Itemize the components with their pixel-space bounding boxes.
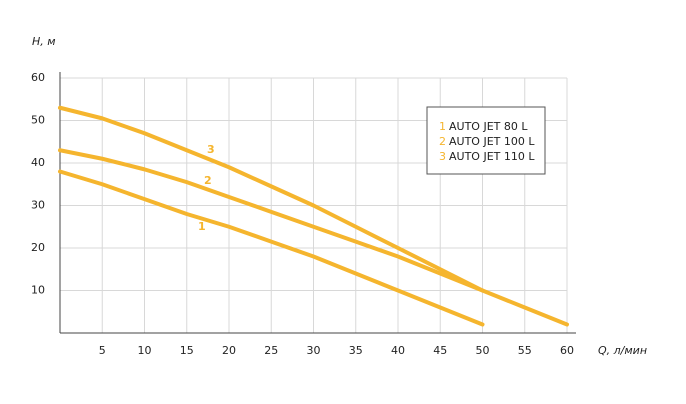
x-axis-label: Q, л/мин <box>598 344 647 357</box>
legend-box <box>426 106 546 175</box>
legend-number: 3 <box>439 150 446 163</box>
x-tick-label: 10 <box>138 344 152 357</box>
curve-label: 3 <box>207 143 215 156</box>
x-tick-label: 45 <box>433 344 447 357</box>
curve-label: 2 <box>204 174 212 187</box>
y-tick-label: 60 <box>31 71 45 84</box>
x-tick-label: 55 <box>518 344 532 357</box>
legend-number: 1 <box>439 120 446 133</box>
x-tick-label: 50 <box>476 344 490 357</box>
y-tick-label: 30 <box>31 199 45 212</box>
x-tick-label: 40 <box>391 344 405 357</box>
pump-curve <box>58 169 485 327</box>
x-tick-label: 20 <box>222 344 236 357</box>
x-tick-label: 35 <box>349 344 363 357</box>
curve-label: 1 <box>198 220 206 233</box>
y-tick-label: 40 <box>31 156 45 169</box>
y-tick-label: 20 <box>31 241 45 254</box>
legend-number: 2 <box>439 135 446 148</box>
x-tick-label: 25 <box>264 344 278 357</box>
x-tick-label: 60 <box>560 344 574 357</box>
y-tick-label: 50 <box>31 114 45 127</box>
y-axis-label: H, м <box>32 35 56 48</box>
y-tick-label: 10 <box>31 284 45 297</box>
x-tick-label: 30 <box>307 344 321 357</box>
x-tick-label: 15 <box>180 344 194 357</box>
x-tick-label: 5 <box>99 344 106 357</box>
legend-label: AUTO JET 100 L <box>449 135 535 148</box>
legend-label: AUTO JET 110 L <box>449 150 535 163</box>
legend-label: AUTO JET 80 L <box>449 120 528 133</box>
pump-curve <box>58 105 485 293</box>
